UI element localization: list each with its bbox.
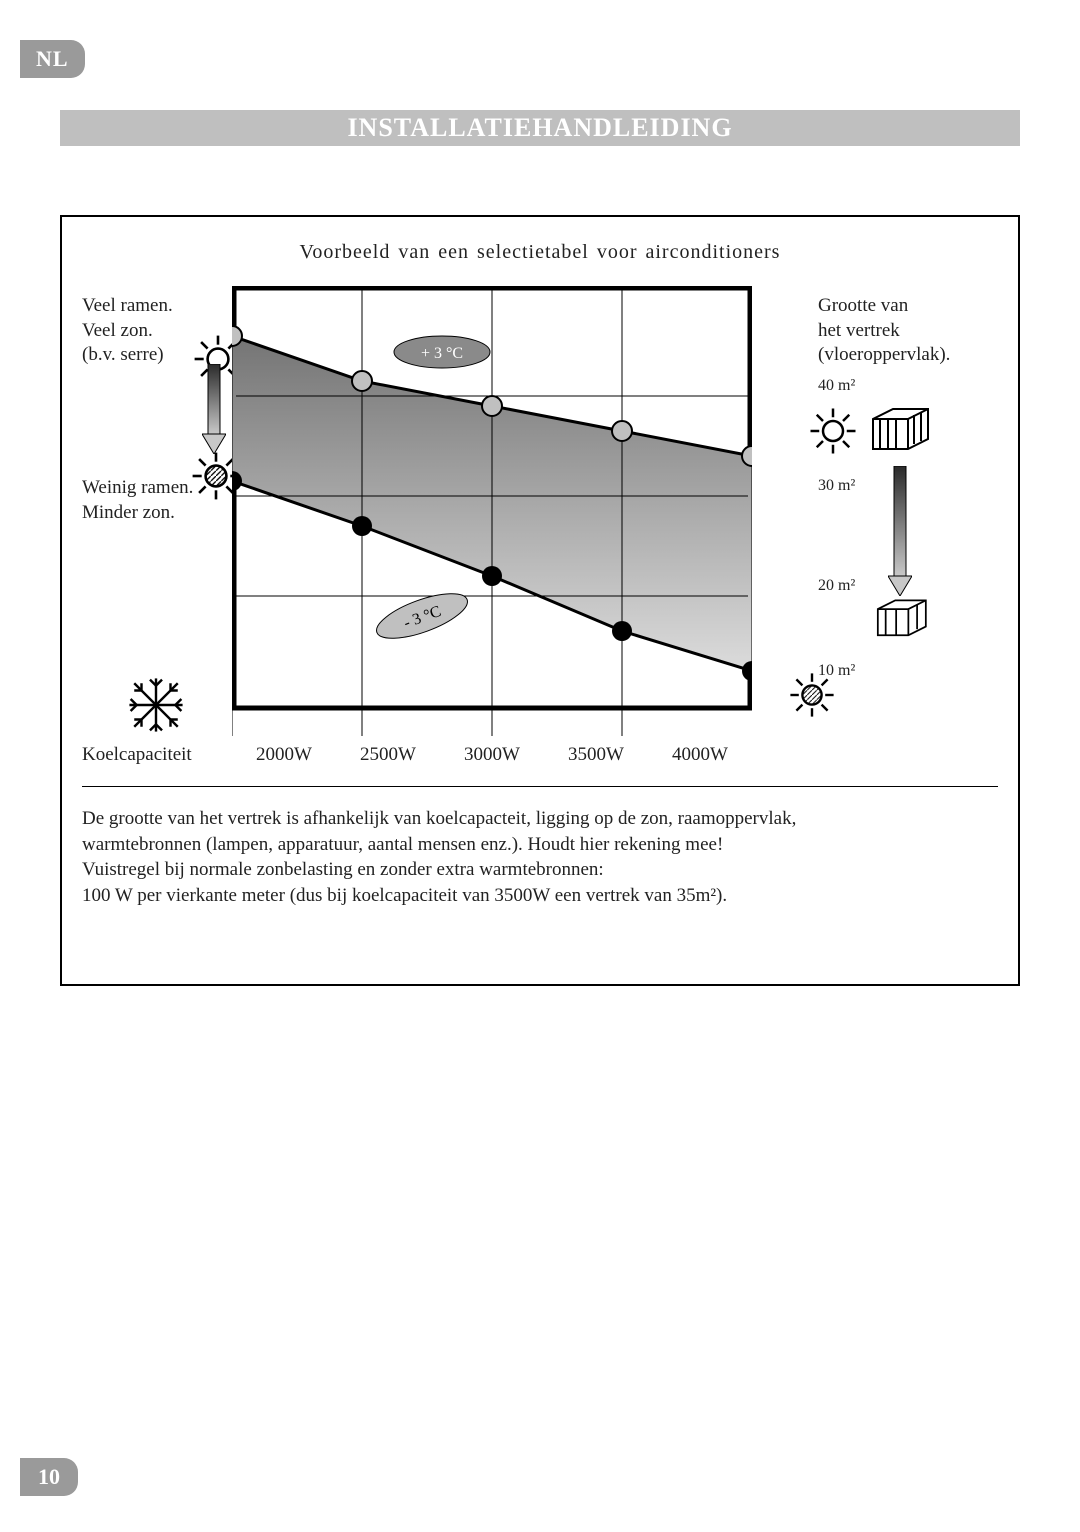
text-line: Grootte van — [818, 294, 950, 319]
scale-label: 20 m² — [818, 576, 855, 597]
scale-label: 40 m² — [818, 376, 855, 397]
line-chart: + 3 °C - 3 °C — [232, 286, 752, 786]
divider — [82, 786, 998, 787]
chart-area: Veel ramen. Veel zon. (b.v. serre) — [82, 276, 998, 846]
figure-description: De grootte van het vertrek is afhankelij… — [82, 806, 998, 909]
left-bottom-label: Weinig ramen. Minder zon. — [82, 476, 193, 525]
x-axis: Koelcapaciteit 2000W 2500W 3000W 3500W 4… — [82, 744, 998, 766]
sun-hatched-icon — [788, 671, 836, 719]
figure-title: Voorbeeld van een selectietabel voor air… — [82, 241, 998, 264]
gradient-arrow-down-icon — [202, 364, 226, 454]
scale-label: 30 m² — [818, 476, 855, 497]
text-line: Minder zon. — [82, 501, 193, 526]
x-tick: 3500W — [544, 744, 648, 766]
text-line: Vuistregel bij normale zonbelasting en z… — [82, 857, 998, 883]
page-title: INSTALLATIEHANDLEIDING — [60, 110, 1020, 146]
upper-line-label: + 3 °C — [394, 336, 490, 368]
x-tick: 2000W — [232, 744, 336, 766]
x-tick: 3000W — [440, 744, 544, 766]
sun-outline-icon — [808, 406, 858, 456]
figure-container: Voorbeeld van een selectietabel voor air… — [60, 215, 1020, 986]
right-top-label: Grootte van het vertrek (vloeroppervlak)… — [818, 294, 950, 368]
text-line: De grootte van het vertrek is afhankelij… — [82, 806, 998, 832]
text-line: het vertrek — [818, 319, 950, 344]
svg-text:+ 3 °C: + 3 °C — [421, 345, 463, 362]
x-axis-title: Koelcapaciteit — [82, 744, 232, 766]
language-tab: NL — [20, 40, 85, 78]
page-number: 10 — [20, 1458, 78, 1496]
text-line: Weinig ramen. — [82, 476, 193, 501]
x-tick: 4000W — [648, 744, 752, 766]
text-line: (vloeroppervlak). — [818, 343, 950, 368]
snowflake-icon — [127, 676, 185, 734]
left-top-label: Veel ramen. Veel zon. (b.v. serre) — [82, 294, 244, 393]
text-line: warmtebronnen (lampen, apparatuur, aanta… — [82, 832, 998, 858]
lower-line-label: - 3 °C — [371, 585, 472, 648]
room-small-icon — [873, 596, 935, 644]
x-tick: 2500W — [336, 744, 440, 766]
text-line: 100 W per vierkante meter (dus bij koelc… — [82, 883, 998, 909]
room-large-icon — [868, 404, 938, 459]
text-line: Veel ramen. — [82, 294, 244, 319]
gradient-arrow-down-icon — [888, 466, 912, 596]
